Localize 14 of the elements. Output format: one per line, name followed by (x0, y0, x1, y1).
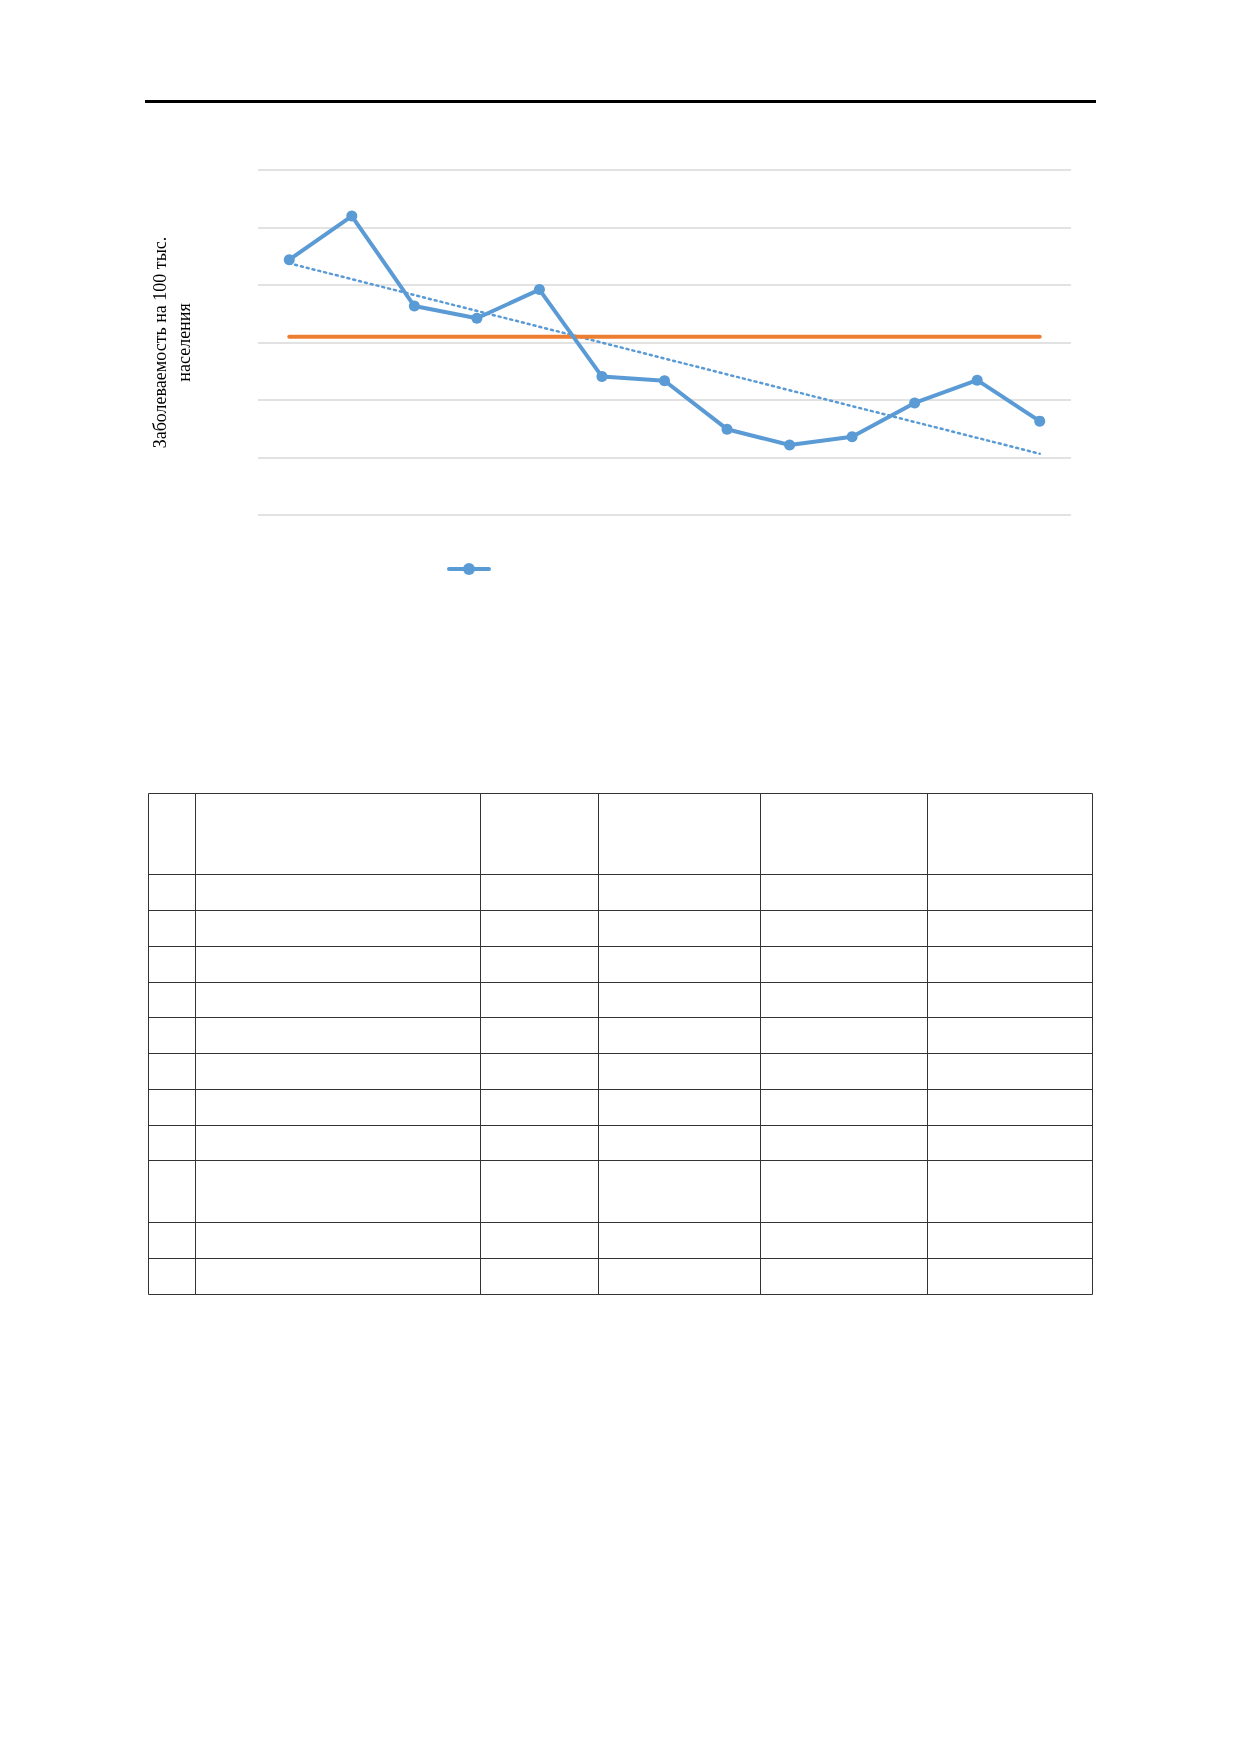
point (533, 284, 545, 296)
point (346, 210, 358, 222)
y-axis-title: Заболеваемость на 100 тыс. населения (150, 236, 194, 449)
point (283, 254, 295, 266)
point (846, 431, 858, 443)
point (659, 375, 670, 387)
point (596, 371, 608, 383)
point (408, 300, 420, 312)
point (784, 439, 796, 451)
point (471, 312, 483, 324)
point (1034, 415, 1046, 427)
point (971, 374, 983, 386)
point (721, 423, 733, 435)
point (909, 397, 921, 409)
